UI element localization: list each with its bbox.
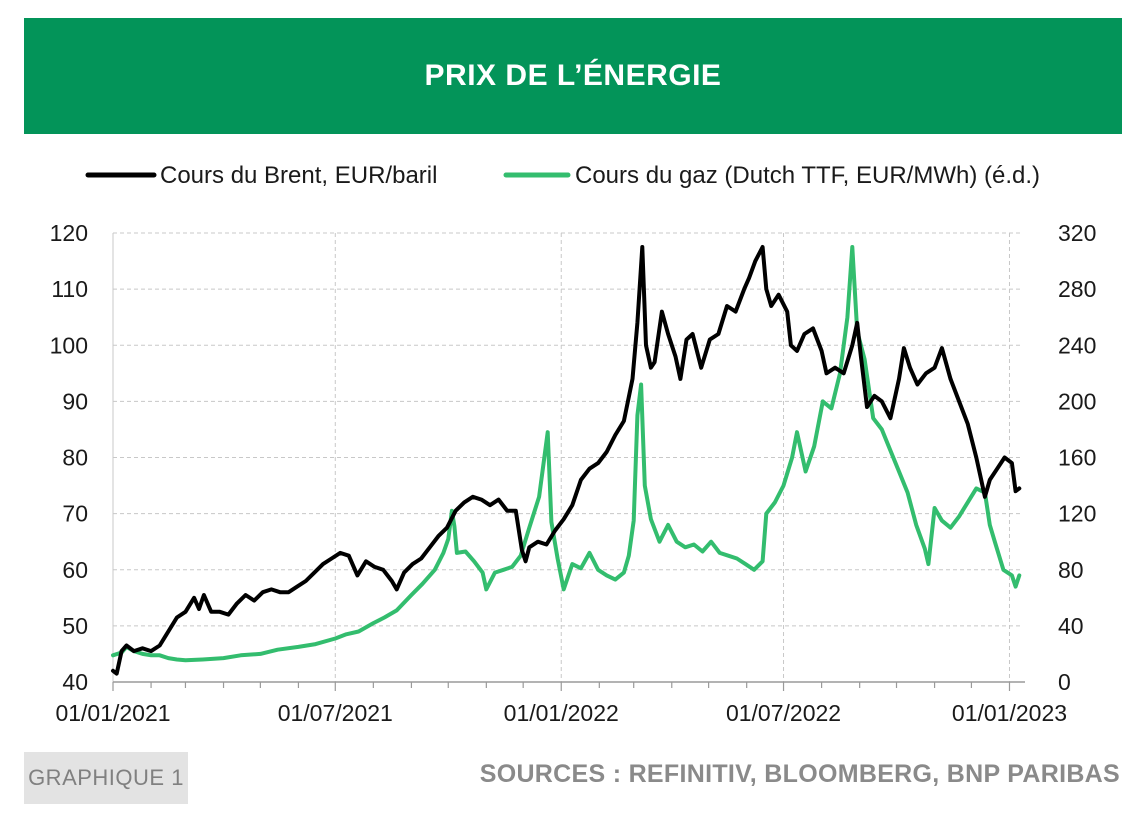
y-right-tick-label: 280 [1058,276,1096,302]
figure-badge-label: GRAPHIQUE 1 [28,765,184,790]
y-right-tick-label: 240 [1058,332,1096,358]
x-tick-label: 01/01/2021 [55,700,170,726]
sources-note: SOURCES : REFINITIV, BLOOMBERG, BNP PARI… [479,760,1120,788]
brent-series-line [111,245,1022,676]
x-tick-label: 01/01/2023 [952,700,1067,726]
y-left-tick-label: 80 [62,445,88,471]
y-left-tick-label: 50 [62,613,88,639]
y-left-tick-label: 110 [51,276,88,302]
figure-badge: GRAPHIQUE 1 [24,752,188,804]
y-left-tick-label: 120 [50,220,88,246]
y-right-tick-label: 80 [1058,557,1084,583]
y-left-tick-label: 70 [62,501,88,527]
x-tick-label: 01/07/2022 [726,700,841,726]
title-banner: PRIX DE L’ÉNERGIE [24,18,1122,134]
y-left-tick-label: 60 [62,557,88,583]
y-right-tick-label: 0 [1058,669,1071,695]
legend-gas-label: Cours du gaz (Dutch TTF, EUR/MWh) (é.d.) [575,162,1040,189]
chart-area: 40 50 60 70 80 90 100 110 120 0 40 80 120 160 200 240 28… [50,162,1097,726]
y-right-tick-label: 200 [1058,388,1096,414]
gas-series-line [111,245,1022,663]
y-left-tick-label: 100 [50,332,88,358]
y-right-tick-label: 120 [1058,501,1096,527]
x-tick-label: 01/01/2022 [504,700,619,726]
y-right-tick-label: 320 [1058,220,1096,246]
y-left-tick-label: 90 [62,388,88,414]
legend-brent-label: Cours du Brent, EUR/baril [160,162,437,189]
y-left-tick-label: 40 [62,669,88,695]
y-right-tick-label: 160 [1058,445,1096,471]
chart-title: PRIX DE L’ÉNERGIE [424,59,722,92]
x-tick-label: 01/07/2021 [278,700,393,726]
y-right-tick-label: 40 [1058,613,1084,639]
